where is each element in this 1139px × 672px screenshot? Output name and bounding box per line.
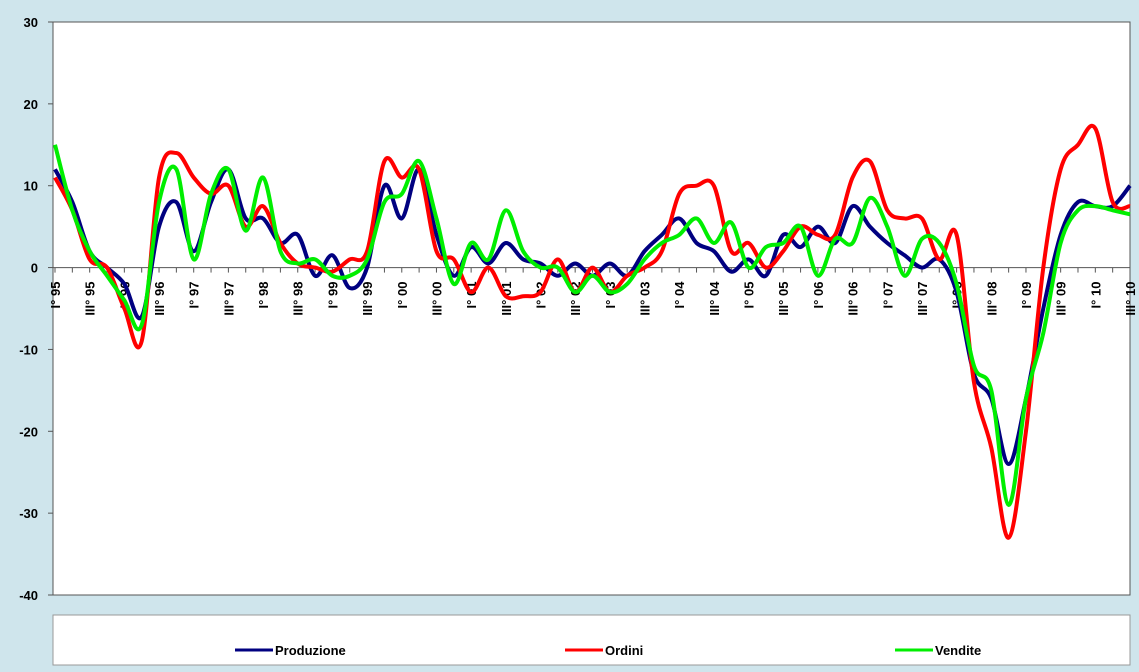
legend-label: Ordini bbox=[605, 643, 643, 658]
x-tick-label: I° 05 bbox=[742, 282, 757, 309]
x-tick-label: III° 08 bbox=[984, 282, 999, 316]
x-tick-label: I° 98 bbox=[256, 282, 271, 309]
x-tick-label: III° 00 bbox=[429, 282, 444, 316]
y-tick-label: -20 bbox=[19, 424, 38, 439]
y-tick-label: -40 bbox=[19, 588, 38, 603]
x-tick-label: III° 96 bbox=[152, 282, 167, 316]
x-tick-label: III° 10 bbox=[1123, 282, 1138, 316]
x-tick-label: III° 98 bbox=[291, 282, 306, 316]
y-tick-label: -30 bbox=[19, 506, 38, 521]
x-tick-label: III° 05 bbox=[776, 282, 791, 316]
x-tick-label: I° 95 bbox=[48, 282, 63, 309]
x-tick-label: III° 95 bbox=[83, 282, 98, 316]
x-tick-label: III° 06 bbox=[846, 282, 861, 316]
x-tick-label: III° 03 bbox=[638, 282, 653, 316]
y-tick-label: 0 bbox=[31, 261, 38, 276]
y-tick-label: -10 bbox=[19, 342, 38, 357]
x-tick-label: I° 97 bbox=[187, 282, 202, 309]
x-tick-label: I° 04 bbox=[672, 281, 687, 309]
y-tick-label: 30 bbox=[24, 15, 38, 30]
x-tick-label: I° 10 bbox=[1088, 282, 1103, 309]
x-tick-label: I° 07 bbox=[880, 282, 895, 309]
x-tick-label: III° 04 bbox=[707, 281, 722, 316]
y-tick-label: 10 bbox=[24, 179, 38, 194]
legend bbox=[52, 614, 1131, 666]
y-tick-label: 20 bbox=[24, 97, 38, 112]
x-tick-label: III° 99 bbox=[360, 282, 375, 316]
x-tick-label: I° 99 bbox=[325, 282, 340, 309]
series-line bbox=[53, 144, 1131, 507]
x-tick-label: III° 07 bbox=[915, 282, 930, 316]
legend-label: Produzione bbox=[275, 643, 346, 658]
legend-label: Vendite bbox=[935, 643, 981, 658]
x-tick-label: I° 09 bbox=[1019, 282, 1034, 309]
plot-area bbox=[52, 21, 1131, 596]
x-tick-label: III° 09 bbox=[1054, 282, 1069, 316]
x-tick-label: I° 06 bbox=[811, 282, 826, 309]
x-tick-label: I° 00 bbox=[395, 282, 410, 309]
x-tick-label: III° 97 bbox=[221, 282, 236, 316]
